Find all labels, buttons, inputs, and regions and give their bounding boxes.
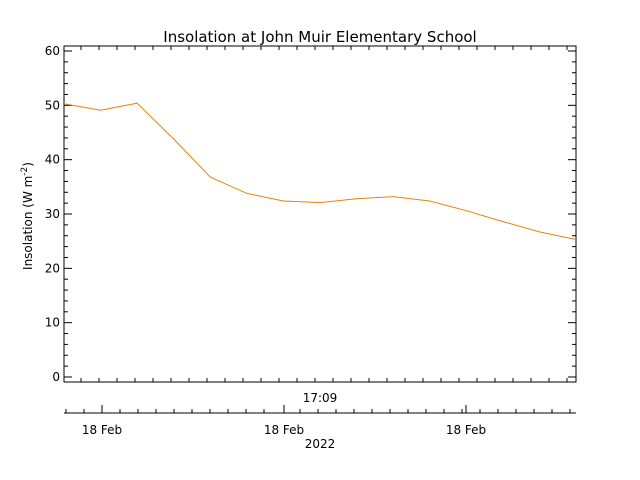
y-tick-label: 50 [45, 98, 60, 112]
y-axis-label-main: Insolation (W m [21, 176, 35, 270]
y-tick-label: 30 [45, 207, 60, 221]
bottom-tick-label: 18 Feb [446, 423, 486, 437]
time-axis-label: 17:09 [303, 391, 338, 405]
y-axis-label-superscript: -2 [20, 167, 30, 176]
y-tick-label: 0 [52, 370, 60, 384]
y-major-ticks [64, 50, 576, 378]
year-label: 2022 [305, 437, 336, 451]
insolation-line [63, 102, 577, 240]
y-tick-label: 60 [45, 44, 60, 58]
series-group [63, 102, 577, 240]
y-axis-label: Insolation (W m-2) [20, 162, 35, 270]
y-tick-label: 40 [45, 153, 60, 167]
bottom-axis [64, 405, 576, 414]
bottom-tick-label: 18 Feb [82, 423, 122, 437]
plot-border [63, 45, 577, 383]
y-axis-label-close: ) [21, 162, 35, 167]
x-minor-ticks [80, 46, 568, 382]
y-minor-ticks [64, 61, 576, 367]
plot-frame [63, 45, 577, 383]
bottom-tick-labels: 18 Feb 18 Feb 18 Feb [82, 423, 486, 437]
bottom-tick-label: 18 Feb [264, 423, 304, 437]
y-tick-labels: 0 10 20 30 40 50 60 [45, 44, 60, 384]
y-tick-label: 20 [45, 261, 60, 275]
chart-title: Insolation at John Muir Elementary Schoo… [163, 28, 476, 46]
y-tick-label: 10 [45, 316, 60, 330]
